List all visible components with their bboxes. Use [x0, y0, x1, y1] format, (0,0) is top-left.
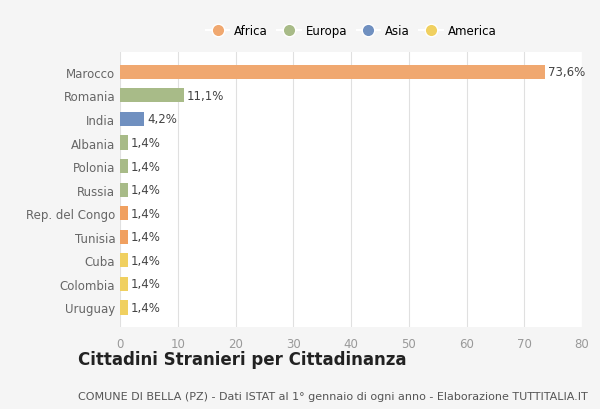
Text: 1,4%: 1,4% — [131, 184, 161, 197]
Bar — [120, 65, 545, 80]
Legend: Africa, Europa, Asia, America: Africa, Europa, Asia, America — [201, 21, 501, 43]
Bar — [120, 254, 128, 268]
Text: 1,4%: 1,4% — [131, 254, 161, 267]
Text: 1,4%: 1,4% — [131, 207, 161, 220]
Text: 1,4%: 1,4% — [131, 231, 161, 244]
Text: 1,4%: 1,4% — [131, 301, 161, 314]
Bar — [120, 301, 128, 315]
Text: Cittadini Stranieri per Cittadinanza: Cittadini Stranieri per Cittadinanza — [78, 350, 407, 368]
Text: 73,6%: 73,6% — [548, 66, 585, 79]
Bar — [120, 230, 128, 244]
Text: 1,4%: 1,4% — [131, 137, 161, 150]
Bar — [120, 89, 184, 103]
Text: 11,1%: 11,1% — [187, 90, 224, 103]
Bar — [120, 160, 128, 174]
Bar — [120, 207, 128, 221]
Text: 4,2%: 4,2% — [147, 113, 177, 126]
Bar — [120, 136, 128, 150]
Text: 1,4%: 1,4% — [131, 160, 161, 173]
Bar — [120, 112, 144, 127]
Bar — [120, 183, 128, 197]
Text: COMUNE DI BELLA (PZ) - Dati ISTAT al 1° gennaio di ogni anno - Elaborazione TUTT: COMUNE DI BELLA (PZ) - Dati ISTAT al 1° … — [78, 391, 588, 401]
Bar — [120, 277, 128, 291]
Text: 1,4%: 1,4% — [131, 278, 161, 291]
